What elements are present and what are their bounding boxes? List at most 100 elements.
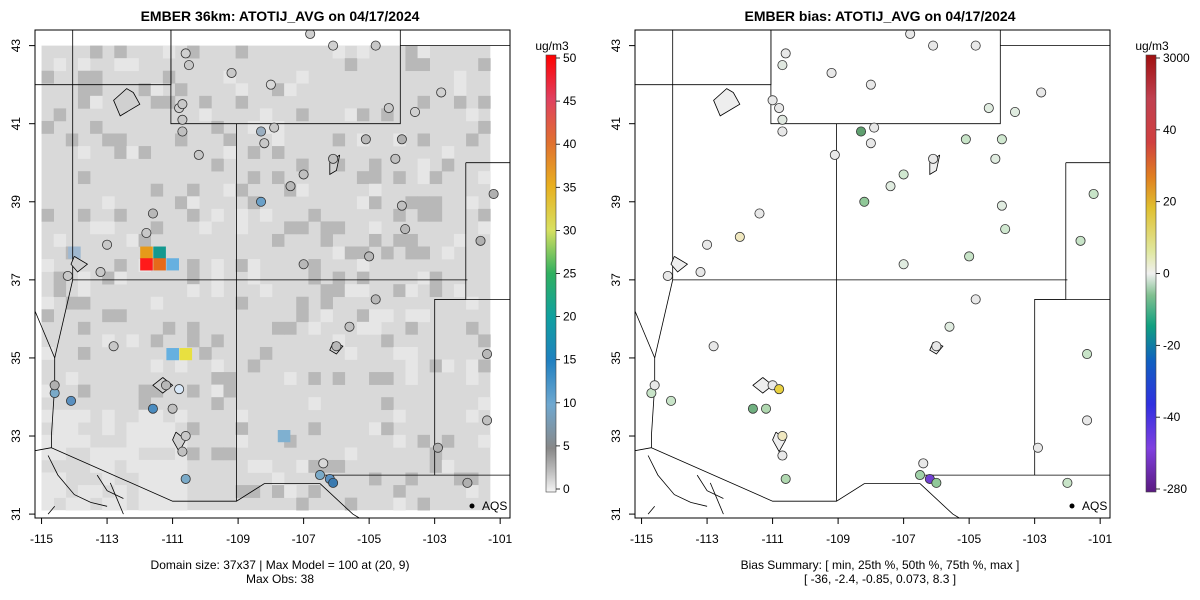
right-map-panel: EMBER bias: ATOTIJ_AVG on 04/17/2024 -11…: [600, 0, 1200, 600]
model-grid-cell: [235, 434, 249, 448]
y-tick-label: 41: [9, 117, 23, 131]
y-tick-label: 43: [609, 39, 623, 53]
right-map-plot: -115 -113 -111 -109 -107 -105 -103 -101 31 33 35 37…: [609, 29, 1190, 546]
model-grid-cell: [344, 58, 358, 72]
aqs-site-marker: [102, 239, 113, 250]
model-grid-cell: [138, 485, 152, 498]
colorbar-tick-label: 0: [563, 482, 570, 496]
model-grid-cell: [162, 459, 176, 473]
model-grid-cell: [356, 171, 370, 185]
model-grid-cell: [90, 45, 103, 59]
model-grid-cell: [369, 472, 382, 486]
model-grid-cell: [259, 108, 273, 122]
model-grid-cell: [405, 472, 418, 486]
model-grid-cell: [114, 259, 127, 272]
state-border: [170, 30, 401, 125]
model-grid-cell: [247, 359, 261, 373]
model-grid-cell: [102, 409, 115, 423]
model-grid-cell: [320, 309, 333, 323]
model-grid-cell: [53, 108, 67, 122]
aqs-site-marker: [256, 196, 267, 207]
model-grid-cell: [199, 221, 212, 235]
model-grid-cell: [41, 497, 54, 511]
aqs-site-marker: [66, 395, 77, 406]
model-grid-cell: [235, 485, 249, 498]
model-grid-cell: [417, 208, 430, 222]
model-grid-cell: [356, 309, 370, 323]
model-grid-cell: [369, 372, 382, 385]
model-grid-cell: [77, 321, 91, 335]
model-grid-cell: [308, 397, 321, 411]
aqs-site-marker: [256, 126, 267, 137]
model-grid-cell: [114, 146, 127, 159]
model-grid-cell: [77, 171, 91, 185]
x-tick-label: -115: [630, 532, 653, 546]
model-grid-cell: [466, 196, 479, 210]
model-grid-cell: [138, 409, 152, 423]
model-grid-cell: [417, 309, 430, 323]
colorbar-tick-label: 15: [563, 353, 577, 367]
x-tick-label: -105: [957, 532, 981, 546]
state-border: [635, 309, 656, 359]
model-grid-cell: [405, 233, 418, 247]
model-grid-cell: [296, 497, 309, 511]
x-tick-label: -107: [892, 532, 916, 546]
model-grid-cell: [247, 271, 261, 285]
model-grid-cell: [466, 321, 479, 335]
x-tick-label: -107: [292, 532, 316, 546]
aqs-site-marker: [1032, 442, 1043, 453]
model-grid-cell: [211, 259, 224, 272]
aqs-site-marker: [432, 442, 443, 453]
aqs-site-marker: [370, 294, 381, 305]
y-tick-label: 39: [9, 195, 23, 209]
model-grid-cell: [308, 271, 321, 285]
model-grid-cell: [284, 221, 297, 235]
aqs-site-marker: [147, 403, 158, 414]
model-grid-cell: [417, 271, 430, 285]
model-grid-cell: [235, 45, 249, 59]
model-grid-cell: [332, 246, 346, 260]
model-grid-cell: [296, 221, 309, 235]
model-grid-cell: [429, 196, 443, 210]
model-grid-cell: [199, 95, 212, 109]
y-tick-label: 31: [609, 507, 623, 521]
model-grid-cell: [296, 108, 309, 122]
colorbar-tick-label: 45: [563, 94, 577, 108]
model-grid-cell: [41, 447, 54, 461]
model-grid-cell: [393, 485, 406, 498]
model-grid-cell: [393, 346, 406, 360]
model-grid-cell: [308, 485, 321, 498]
aqs-site-marker: [259, 138, 270, 149]
model-grid-cell: [235, 95, 249, 109]
model-grid-cell: [356, 108, 370, 122]
model-grid-cell: [162, 485, 176, 498]
model-grid-cell: [211, 397, 224, 411]
model-grid-cell: [344, 284, 358, 298]
y-tick-label: 39: [609, 195, 623, 209]
model-grid-cell: [272, 171, 285, 185]
model-hot-cell: [277, 430, 291, 443]
y-tick-label: 31: [9, 507, 23, 521]
aqs-site-marker: [328, 477, 339, 488]
model-grid-cell: [114, 271, 127, 285]
x-tick-label: -105: [357, 532, 381, 546]
model-grid-cell: [53, 422, 67, 436]
aqs-site-marker: [774, 103, 785, 114]
aqs-site-marker: [826, 67, 837, 78]
model-grid-cell: [77, 384, 91, 398]
model-grid-cell: [211, 208, 224, 222]
model-grid-cell: [235, 183, 249, 197]
left-panel-title: EMBER 36km: ATOTIJ_AVG on 04/17/2024: [140, 8, 420, 24]
model-grid-cell: [114, 58, 127, 72]
colorbar-tick-label: -20: [1163, 338, 1181, 352]
aqs-site-marker: [777, 450, 788, 461]
coastline: [109, 482, 124, 515]
model-hot-cell: [166, 348, 179, 361]
model-grid-cell: [369, 183, 382, 197]
aqs-site-marker: [869, 122, 880, 133]
aqs-site-marker: [964, 251, 975, 262]
state-border: [72, 30, 468, 281]
aqs-site-marker: [774, 384, 785, 395]
model-grid-cell: [126, 233, 139, 247]
model-grid-cell: [332, 221, 346, 235]
